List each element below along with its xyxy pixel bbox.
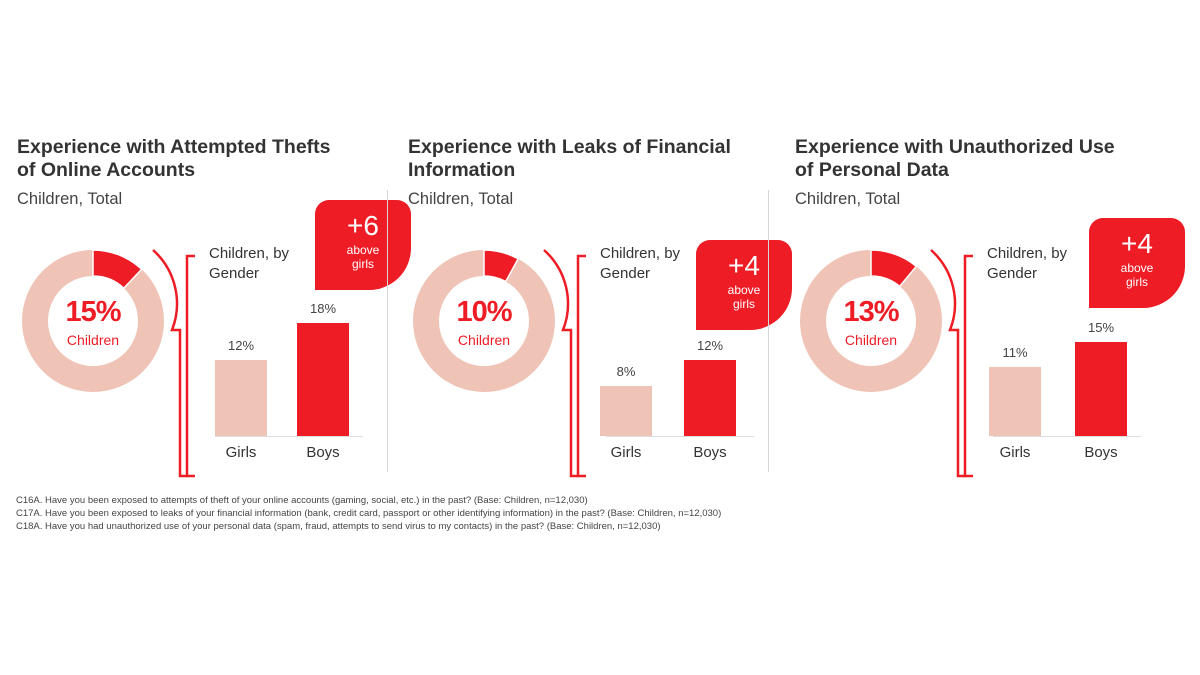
callout-badge: +4 above girls [1089,218,1185,308]
footnotes: C16A. Have you been exposed to attempts … [16,494,1176,533]
callout-number: +4 [1121,228,1153,259]
bar-girls [600,385,652,436]
donut-arc-children [483,249,520,283]
panel-subtitle: Children, Total [408,190,514,208]
bar-baseline [993,436,1141,437]
donut-label: Children [66,332,120,348]
donut-percent: 10% [456,296,512,328]
callout-text: above girls [1120,261,1154,289]
bar-category-girls: Girls [225,444,257,461]
donut-arc-children [92,249,143,290]
bar-boys [684,360,736,436]
panel-divider [387,190,388,472]
gender-label: Children, by Gender [987,245,1068,282]
chart-panel-thefts: Experience with Attempted Thefts of Onli… [17,0,411,500]
bar-girls [215,360,267,436]
chart-panel-personal-data: Experience with Unauthorized Use of Pers… [795,0,1185,500]
bar-category-boys: Boys [306,444,340,461]
panel-title: Experience with Attempted Thefts of Onli… [17,136,331,181]
bar-value-girls: 8% [616,363,636,379]
donut-label: Children [457,332,511,348]
panel-subtitle: Children, Total [17,190,123,208]
donut-chart [800,249,942,392]
donut-percent: 13% [843,296,899,328]
bar-value-boys: 15% [1087,319,1115,335]
chart-panel-leaks: Experience with Leaks of Financial Infor… [408,0,792,500]
bar-girls [989,366,1041,436]
footnote-c17a: C17A. Have you been exposed to leaks of … [16,508,722,519]
bar-baseline [606,436,754,437]
bar-category-boys: Boys [1084,444,1118,461]
callout-text: above girls [727,283,761,311]
bar-category-girls: Girls [610,444,642,461]
panel-title: Experience with Leaks of Financial Infor… [408,136,731,181]
bar-category-boys: Boys [693,444,727,461]
donut-label: Children [844,332,898,348]
bar-boys [297,322,349,436]
bar-value-girls: 11% [1002,344,1028,360]
donut-arc-children [870,249,918,288]
bar-value-girls: 12% [227,338,255,354]
donut-chart [22,249,164,392]
gender-label: Children, by Gender [600,245,681,282]
donut-chart [413,249,555,392]
callout-number: +6 [347,210,379,241]
bar-category-girls: Girls [999,444,1031,461]
bar-boys [1075,341,1127,436]
callout-number: +4 [728,250,760,281]
callout-text: above girls [346,243,380,271]
bar-value-boys: 12% [696,338,724,354]
gender-label: Children, by Gender [209,245,290,282]
footnote-c18a: C18A. Have you had unauthorized use of y… [16,521,661,532]
panel-divider [768,190,769,472]
callout-badge: +6 above girls [315,200,411,290]
panel-title: Experience with Unauthorized Use of Pers… [795,136,1115,181]
bar-baseline [215,436,363,437]
panel-subtitle: Children, Total [795,190,901,208]
bar-value-boys: 18% [309,300,337,316]
footnote-c16a: C16A. Have you been exposed to attempts … [16,495,588,506]
donut-percent: 15% [65,296,121,328]
callout-badge: +4 above girls [696,240,792,330]
